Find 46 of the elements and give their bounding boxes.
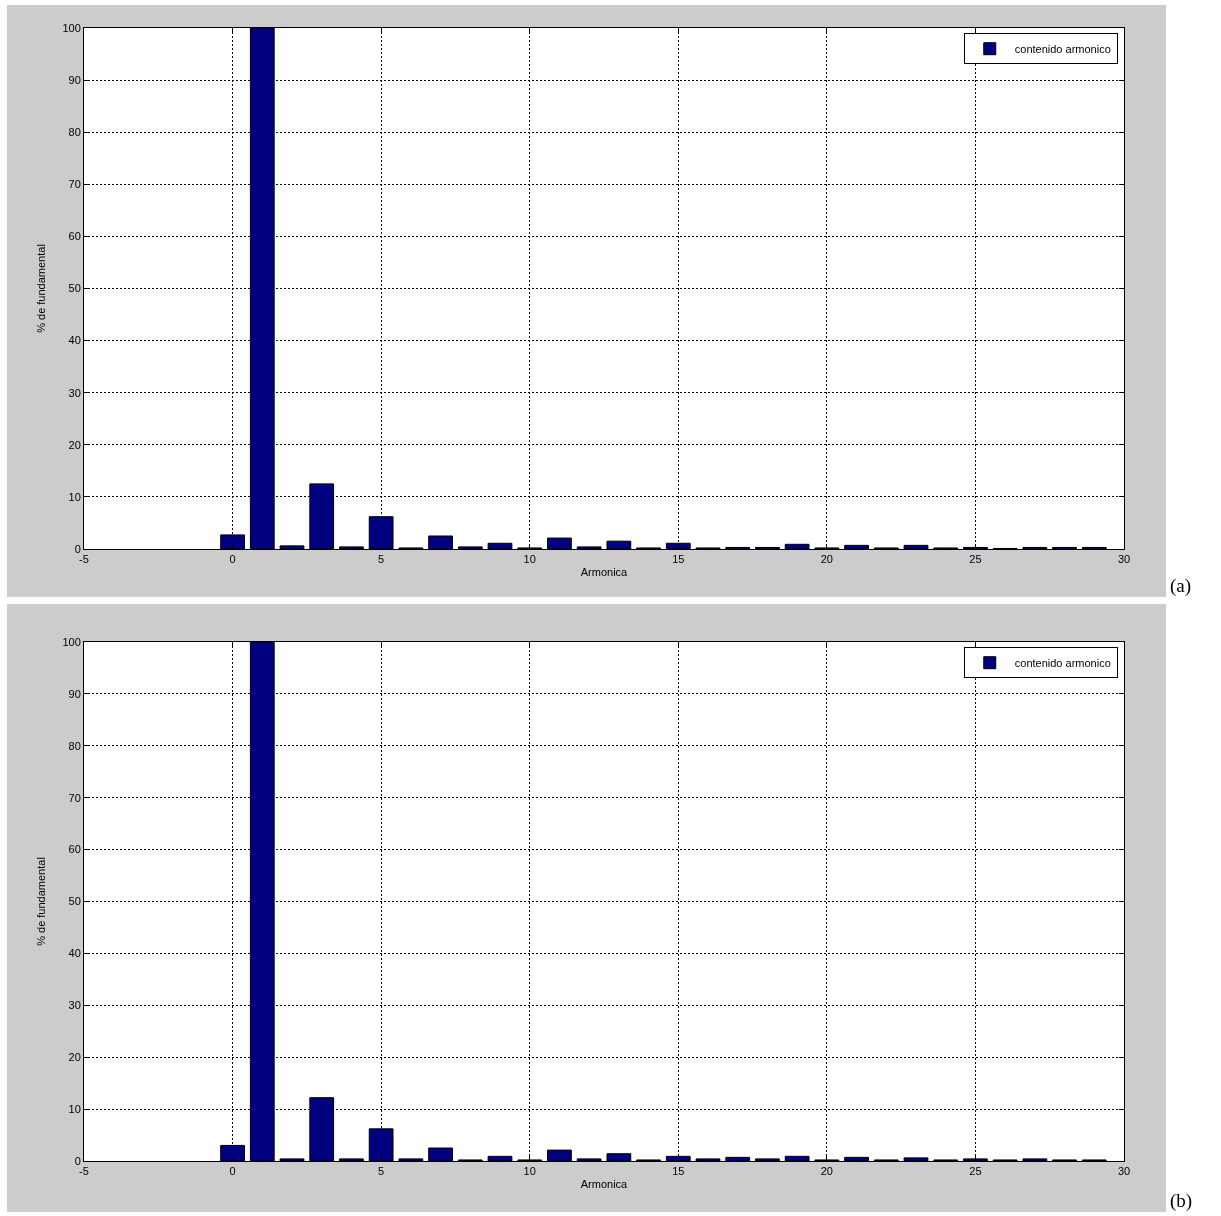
y-tick-label: 10 — [68, 1102, 81, 1115]
y-tick-label: 50 — [68, 895, 81, 908]
x-tick-label: 10 — [523, 1165, 536, 1178]
y-tick-label: 60 — [68, 230, 81, 243]
x-axis-title: Armonica — [580, 1178, 629, 1191]
y-tick-label: 70 — [68, 791, 81, 804]
y-tick-label: 30 — [68, 386, 81, 399]
x-tick-label: 5 — [378, 553, 385, 566]
x-tick-label: 25 — [969, 553, 982, 566]
y-axis-title: % de fundamental — [35, 244, 48, 333]
y-tick-label: 80 — [68, 126, 81, 139]
y-tick-label: 70 — [68, 178, 81, 191]
x-tick-label: 0 — [229, 553, 236, 566]
text: (b) — [1170, 1190, 1193, 1212]
y-tick-label: 20 — [68, 1051, 81, 1064]
y-tick-label: 40 — [68, 334, 81, 347]
y-tick-label: 30 — [68, 999, 81, 1012]
y-tick-label: 0 — [74, 1154, 81, 1167]
y-tick-label: 10 — [68, 490, 81, 503]
x-tick-label: 25 — [969, 1165, 982, 1178]
x-axis-title: Armonica — [580, 566, 629, 579]
y-tick-label: 90 — [68, 687, 81, 700]
y-tick-label: 100 — [62, 635, 81, 648]
x-tick-label: 15 — [672, 553, 685, 566]
y-tick-label: 50 — [68, 282, 81, 295]
x-tick-label: 20 — [820, 1165, 833, 1178]
y-tick-label: 20 — [68, 438, 81, 451]
y-tick-label: 0 — [74, 542, 81, 555]
x-tick-label: 30 — [1117, 553, 1131, 566]
y-tick-label: 80 — [68, 739, 81, 752]
x-tick-label: 0 — [229, 1165, 236, 1178]
x-tick-label: -5 — [79, 553, 89, 566]
x-tick-label: 15 — [672, 1165, 685, 1178]
x-tick-label: 5 — [378, 1165, 385, 1178]
y-tick-label: 40 — [68, 947, 81, 960]
legend-label: contenido armonico — [1014, 656, 1111, 669]
y-axis-title: % de fundamental — [35, 857, 48, 946]
x-tick-label: 10 — [523, 553, 536, 566]
legend-label: contenido armonico — [1014, 43, 1111, 55]
y-tick-label: 100 — [62, 21, 81, 34]
x-tick-label: -5 — [79, 1165, 89, 1178]
y-tick-label: 90 — [68, 73, 81, 86]
text: (a) — [1170, 575, 1192, 597]
x-tick-label: 20 — [820, 553, 833, 566]
y-tick-label: 60 — [68, 843, 81, 856]
x-tick-label: 30 — [1117, 1165, 1131, 1178]
